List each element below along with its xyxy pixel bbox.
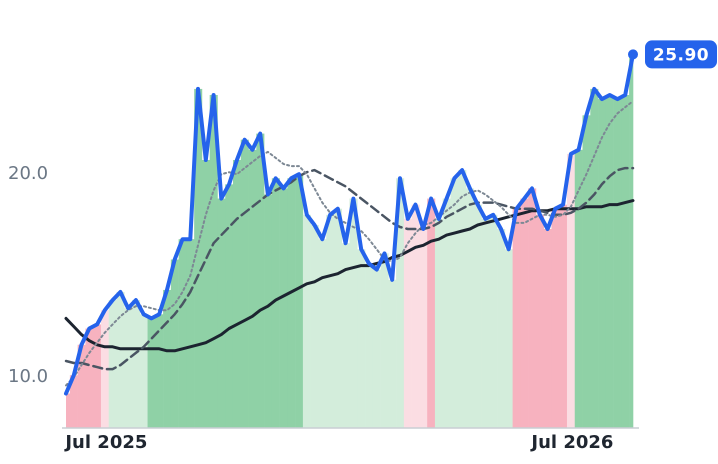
regime-band xyxy=(582,115,591,429)
regime-band xyxy=(194,88,203,429)
regime-band xyxy=(551,208,560,428)
regime-band xyxy=(264,194,273,428)
regime-band xyxy=(388,279,397,428)
regime-band xyxy=(93,324,102,428)
regime-band xyxy=(302,214,311,428)
regime-band xyxy=(147,318,156,428)
regime-band xyxy=(271,178,280,428)
regime-band xyxy=(411,204,420,428)
series-line xyxy=(64,52,635,396)
regime-band xyxy=(566,153,576,429)
regime-band xyxy=(85,328,94,428)
regime-band xyxy=(489,214,498,428)
regime-band xyxy=(77,344,86,428)
regime-band xyxy=(295,174,304,428)
regime-band xyxy=(590,88,599,429)
regime-band xyxy=(279,188,288,428)
regime-band xyxy=(225,184,234,428)
regime-band xyxy=(108,300,117,428)
regime-band xyxy=(543,229,552,428)
value-label: 25.90 xyxy=(653,45,709,65)
regime-band xyxy=(504,249,513,428)
regime-band xyxy=(100,310,110,428)
regime-band xyxy=(116,291,125,428)
y-tick-label: 20.0 xyxy=(8,163,48,184)
regime-band xyxy=(341,243,350,428)
regime-band xyxy=(240,139,249,429)
regime-band xyxy=(605,95,614,429)
regime-band xyxy=(318,239,327,428)
regime-band xyxy=(256,133,265,429)
x-tick-label: Jul 2025 xyxy=(63,432,147,453)
regime-band xyxy=(434,218,444,428)
regime-band xyxy=(209,95,218,429)
regime-band xyxy=(201,159,210,429)
regime-band xyxy=(427,198,436,428)
regime-band xyxy=(287,178,296,428)
regime-band xyxy=(520,198,529,428)
regime-band xyxy=(512,208,521,428)
regime-band xyxy=(380,253,389,428)
regime-band xyxy=(598,99,607,429)
regime-band xyxy=(458,170,467,429)
regime-band xyxy=(66,393,71,428)
regime-band xyxy=(621,95,630,429)
x-tick-label: Jul 2026 xyxy=(529,432,613,453)
regime-band xyxy=(170,259,179,428)
regime-band xyxy=(178,239,187,428)
regime-band xyxy=(442,198,451,428)
regime-band xyxy=(403,218,412,428)
regime-band xyxy=(535,214,544,428)
regime-band xyxy=(217,198,226,428)
regime-band xyxy=(124,308,133,428)
value-pill xyxy=(645,40,717,69)
regime-band xyxy=(349,198,358,428)
regime-band xyxy=(139,314,148,428)
regime-band xyxy=(574,149,583,429)
regime-band xyxy=(232,159,242,429)
regime-band xyxy=(466,188,475,428)
regime-band xyxy=(613,99,622,429)
regime-band xyxy=(155,314,164,428)
regime-band xyxy=(248,149,257,429)
regime-band xyxy=(132,300,141,428)
regime-band xyxy=(629,54,634,429)
regime-band xyxy=(186,239,195,428)
regime-band xyxy=(419,229,428,428)
regime-band xyxy=(310,224,319,428)
regime-band xyxy=(365,263,374,428)
regime-band xyxy=(396,178,405,428)
regime-band xyxy=(163,289,172,428)
regime-band xyxy=(450,178,459,428)
regime-band xyxy=(559,204,568,428)
regime-band xyxy=(481,218,490,428)
regime-band xyxy=(333,208,343,428)
regime-band xyxy=(473,204,482,428)
regime-band xyxy=(497,229,506,428)
regime-band xyxy=(528,188,537,428)
y-tick-label: 10.0 xyxy=(8,366,48,387)
regime-band xyxy=(326,214,335,428)
regime-band xyxy=(69,375,78,428)
regime-band xyxy=(357,249,366,428)
last-point xyxy=(628,49,638,60)
regime-band xyxy=(372,269,381,428)
